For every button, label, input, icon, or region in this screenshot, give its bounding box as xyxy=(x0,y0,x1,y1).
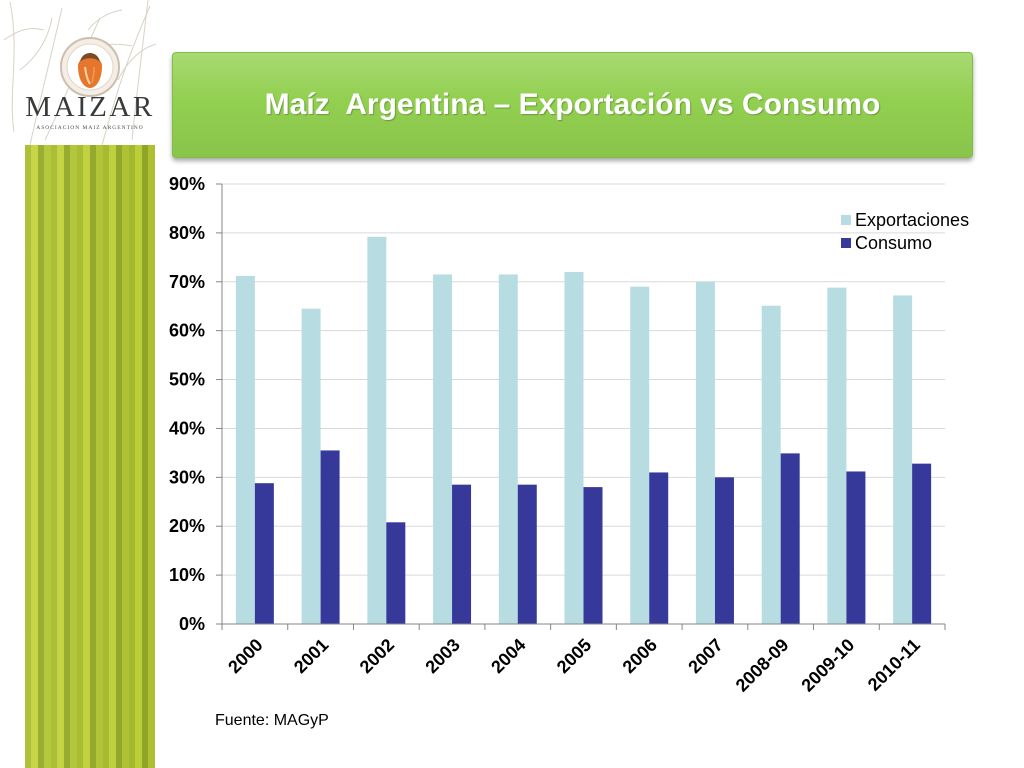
bar-consumo-2007 xyxy=(714,477,734,624)
x-tick-label: 2010-11 xyxy=(864,635,924,695)
bar-consumo-2009-10 xyxy=(846,471,866,624)
corn-emblem-icon xyxy=(60,37,120,97)
bar-exportaciones-2004 xyxy=(498,274,518,624)
x-tick-label: 2006 xyxy=(619,635,661,677)
x-tick-label: 2001 xyxy=(290,635,332,677)
bar-consumo-2005 xyxy=(583,487,603,624)
y-tick-label: 40% xyxy=(169,418,205,438)
bar-exportaciones-2000 xyxy=(235,275,255,624)
bar-exportaciones-2002 xyxy=(367,236,387,625)
slide-title: Maíz Argentina – Exportación vs Consumo xyxy=(264,88,881,121)
bar-consumo-2003 xyxy=(452,484,472,624)
y-tick-label: 90% xyxy=(169,174,205,194)
bar-chart: 0% 10% 20% 30% 40% 50% 60% 70% 80% 90% 2000 2001 20… xyxy=(160,170,990,710)
bar-exportaciones-2005 xyxy=(564,272,584,624)
x-tick-label: 2005 xyxy=(553,635,595,677)
chart-canvas: 0% 10% 20% 30% 40% 50% 60% 70% 80% 90% 2000 2001 20… xyxy=(169,174,969,696)
bar-consumo-2010-11 xyxy=(912,463,932,624)
bar-exportaciones-2001 xyxy=(301,308,321,624)
legend: Exportaciones Consumo xyxy=(841,210,969,253)
bars xyxy=(235,236,932,625)
bar-exportaciones-2009-10 xyxy=(827,287,847,624)
bar-consumo-2002 xyxy=(386,522,406,624)
title-banner: Maíz Argentina – Exportación vs Consumo xyxy=(172,52,973,158)
y-tick-label: 10% xyxy=(169,565,205,585)
bar-exportaciones-2003 xyxy=(433,274,453,624)
x-tick-label: 2007 xyxy=(684,635,726,677)
bar-exportaciones-2008-09 xyxy=(761,305,781,624)
bar-consumo-2006 xyxy=(649,472,669,624)
y-axis-labels: 0% 10% 20% 30% 40% 50% 60% 70% 80% 90% xyxy=(169,174,205,634)
x-tick-label: 2008-09 xyxy=(732,635,793,696)
legend-label-consumo: Consumo xyxy=(855,233,932,253)
y-tick-label: 30% xyxy=(169,467,205,487)
logo-wordmark: MAIZAR xyxy=(25,91,155,123)
legend-swatch-exportaciones xyxy=(841,215,851,225)
y-tick-label: 70% xyxy=(169,272,205,292)
bar-consumo-2000 xyxy=(254,483,274,624)
y-tick-label: 80% xyxy=(169,223,205,243)
axes xyxy=(216,183,946,630)
bar-consumo-2001 xyxy=(320,450,340,624)
bar-exportaciones-2007 xyxy=(695,281,715,624)
x-axis-labels: 2000 2001 2002 2003 2004 2005 2006 2007 2008-09 2… xyxy=(224,635,924,696)
x-tick-label: 2000 xyxy=(224,635,266,677)
x-tick-label: 2004 xyxy=(487,635,529,677)
x-tick-label: 2009-10 xyxy=(797,635,858,696)
logo-tagline: ASOCIACION MAIZ ARGENTINO xyxy=(36,125,144,131)
sidebar-stripes xyxy=(25,145,155,768)
source-note: Fuente: MAGyP xyxy=(215,712,329,729)
x-tick-label: 2003 xyxy=(421,635,463,677)
bar-exportaciones-2006 xyxy=(630,286,650,624)
bar-exportaciones-2010-11 xyxy=(893,295,913,624)
legend-swatch-consumo xyxy=(841,238,851,248)
bar-consumo-2004 xyxy=(517,484,537,624)
x-tick-label: 2002 xyxy=(356,635,398,677)
y-tick-label: 20% xyxy=(169,516,205,536)
y-tick-label: 0% xyxy=(179,614,205,634)
y-tick-label: 60% xyxy=(169,321,205,341)
y-tick-label: 50% xyxy=(169,370,205,390)
bar-consumo-2008-09 xyxy=(780,453,800,624)
legend-label-exportaciones: Exportaciones xyxy=(855,210,969,230)
maizar-logo: MAIZAR ASOCIACION MAIZ ARGENTINO xyxy=(0,0,160,145)
